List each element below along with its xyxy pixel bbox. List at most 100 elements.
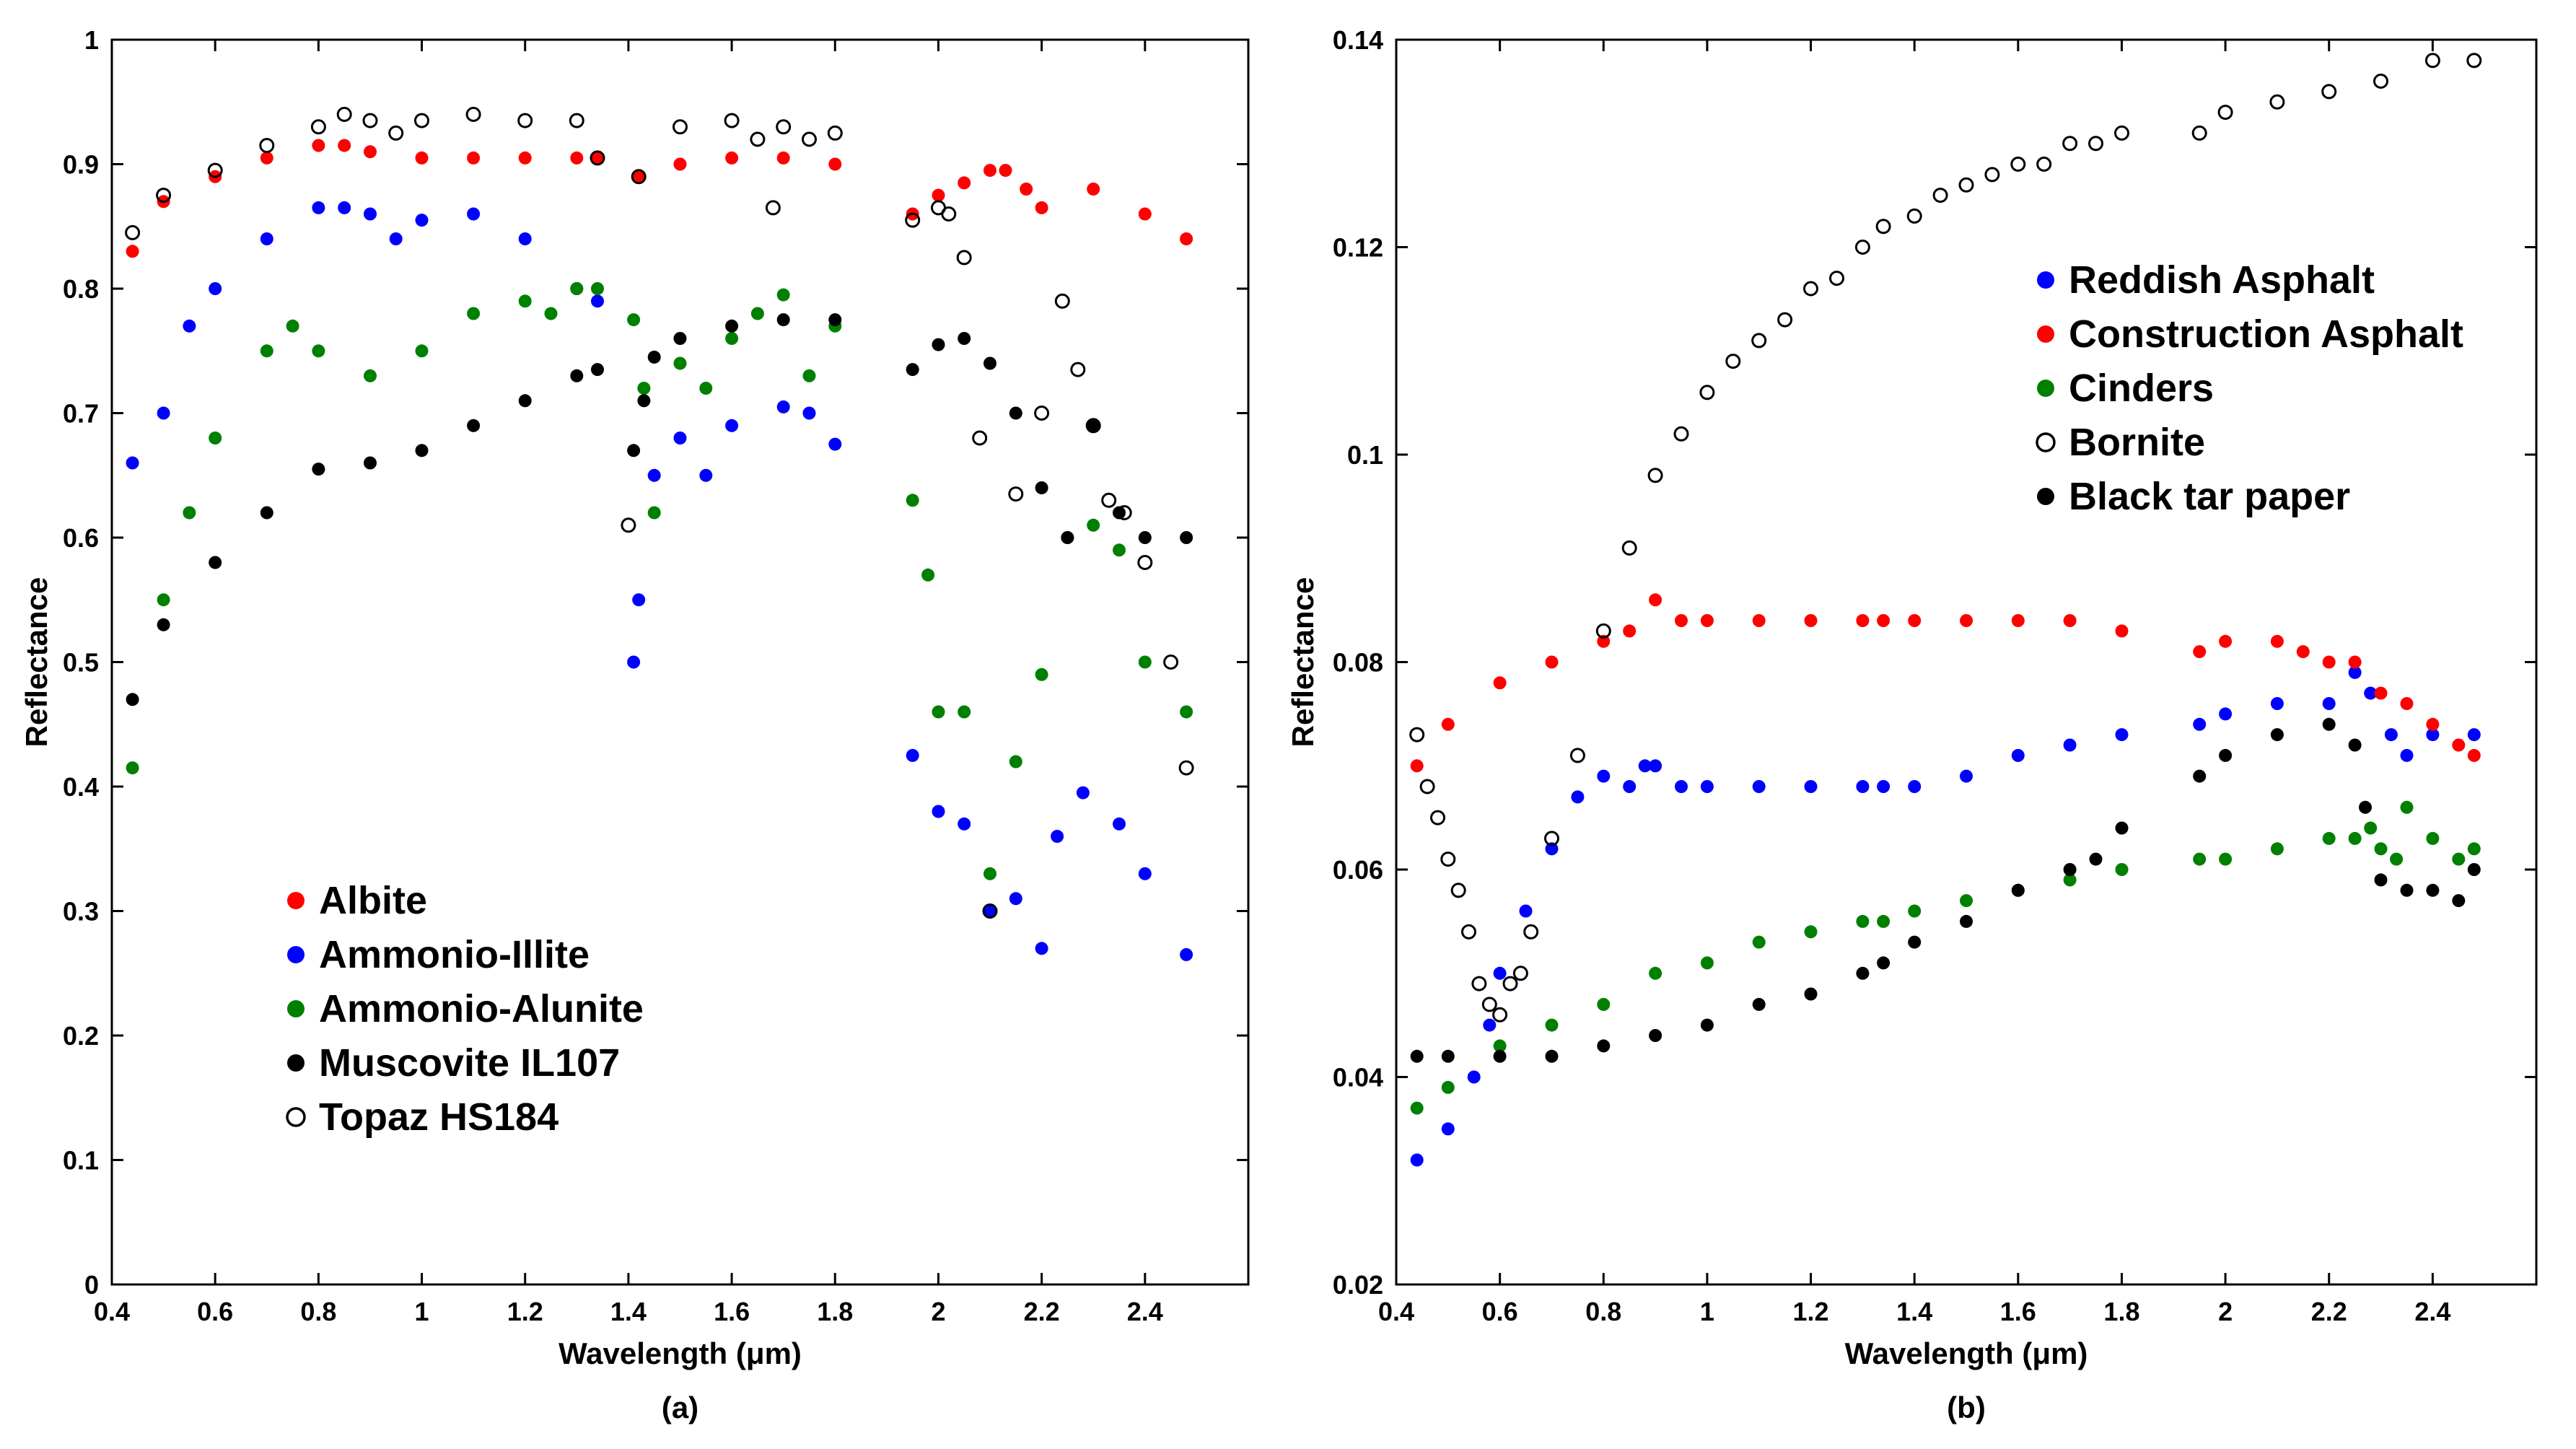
y-tick-label: 0.3 [63, 897, 99, 927]
legend-marker [2037, 380, 2054, 397]
data-point [1035, 201, 1048, 214]
data-point [1675, 780, 1688, 793]
data-point [1751, 333, 1767, 349]
data-point [1020, 183, 1033, 196]
data-point [1138, 655, 1152, 669]
data-point [570, 151, 584, 165]
data-point [362, 113, 378, 128]
data-point [1009, 892, 1022, 906]
data-point [1009, 406, 1022, 420]
data-point [1138, 207, 1152, 221]
data-point [828, 157, 842, 171]
data-point [1502, 976, 1518, 991]
data-point [2270, 634, 2284, 648]
x-tick-label: 0.4 [94, 1297, 130, 1326]
y-tick-label: 0.7 [63, 399, 99, 429]
data-point [1673, 426, 1689, 442]
data-point [1137, 555, 1153, 570]
data-point [591, 282, 604, 295]
data-point [2011, 883, 2025, 897]
series-black-tar-paper [1410, 717, 2481, 1063]
data-point [1180, 705, 1193, 719]
data-point [2348, 738, 2362, 752]
data-point [2374, 842, 2388, 856]
data-point [972, 430, 988, 446]
data-point [776, 400, 790, 413]
data-point [2114, 125, 2129, 141]
y-axis-label: Reflectance [1286, 577, 1320, 748]
data-point [260, 151, 273, 165]
data-point [1649, 593, 1662, 607]
data-point [2322, 717, 2336, 731]
chart-panel-1: 0.4 0.6 0.8 1 1.2 1.4 1.6 1.8 2 2.2 2.4 0 0.1 0.2 0.3 0… [19, 25, 1250, 1424]
legend-marker [2037, 488, 2054, 505]
x-tick-label: 2.4 [2414, 1297, 2450, 1326]
data-point [1116, 505, 1132, 520]
data-point [312, 463, 325, 476]
data-point [627, 655, 641, 669]
data-point [1138, 531, 1152, 544]
data-point [1180, 232, 1193, 245]
data-point [627, 444, 641, 458]
data-point [1054, 293, 1070, 309]
data-point [126, 693, 139, 706]
series-topaz-hs184 [125, 107, 1194, 919]
data-point [2452, 894, 2466, 908]
data-point [1877, 914, 1891, 928]
data-point [1034, 406, 1050, 421]
data-point [467, 419, 481, 432]
data-point [932, 188, 945, 202]
data-point [2321, 84, 2337, 100]
data-point [621, 517, 636, 533]
data-point [1035, 667, 1048, 681]
data-point [2219, 748, 2233, 762]
legend-item-ammonio-alunite: Ammonio-Alunite [287, 987, 644, 1030]
data-point [338, 139, 351, 152]
series-ammonio-illite [126, 201, 1193, 961]
data-point [1087, 183, 1100, 196]
data-point [569, 113, 584, 128]
data-point [632, 593, 646, 607]
data-point [2270, 697, 2284, 710]
data-point [1958, 177, 1974, 193]
x-tick-label: 1.6 [714, 1297, 750, 1326]
y-tick-label: 0.2 [63, 1021, 99, 1051]
data-point [260, 232, 273, 245]
data-point [1430, 810, 1445, 826]
data-point [2384, 728, 2398, 742]
data-point [591, 294, 604, 308]
data-point [802, 406, 816, 420]
data-point [2063, 873, 2077, 887]
y-tick-label: 0.6 [63, 523, 99, 553]
y-tick-label: 1 [84, 25, 99, 55]
data-point [209, 282, 222, 295]
x-tick-label: 1.2 [507, 1297, 543, 1326]
legend-item-ammonio-illite: Ammonio-Illite [287, 933, 590, 976]
data-point [1085, 418, 1101, 434]
data-point [2466, 53, 2482, 69]
data-point [776, 119, 792, 135]
data-point [647, 350, 661, 364]
y-tick-label: 0.4 [63, 772, 99, 802]
data-point [312, 139, 325, 152]
data-point [725, 332, 739, 345]
data-point [312, 201, 325, 214]
data-point [802, 369, 816, 382]
data-point [1597, 769, 1611, 783]
data-point [2467, 728, 2481, 742]
legend-marker [2037, 325, 2054, 343]
data-point [1875, 219, 1891, 235]
data-point [2219, 852, 2233, 866]
data-point [1035, 481, 1048, 494]
data-point [2400, 697, 2414, 710]
data-point [2219, 634, 2233, 648]
data-point [518, 232, 532, 245]
data-point [637, 394, 651, 408]
data-point [2089, 852, 2103, 866]
legend-label: Black tar paper [2069, 475, 2350, 518]
data-point [1569, 748, 1585, 763]
data-point [906, 748, 919, 762]
data-point [2115, 821, 2129, 835]
data-point [1960, 614, 1973, 627]
